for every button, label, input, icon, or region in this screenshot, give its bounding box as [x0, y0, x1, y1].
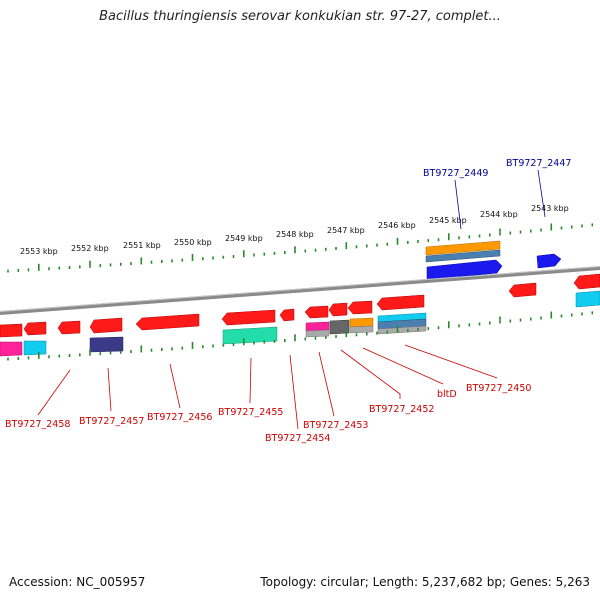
gene-red-edge-1[interactable]: [0, 323, 23, 338]
label-bt9727-2456[interactable]: BT9727_2456: [147, 412, 212, 423]
gene-red-2458b[interactable]: [57, 320, 81, 335]
lower-scale-ticks: [7, 311, 594, 361]
genome-backbone-highlight: [0, 266, 600, 312]
gene-red-right-edge[interactable]: [573, 273, 600, 290]
scale-label-2553: 2553 kbp: [20, 247, 58, 256]
leader-bt9727-2454: [289, 354, 299, 430]
gene-magenta-edge[interactable]: [0, 341, 23, 357]
gene-bt9727-2450-red[interactable]: [376, 294, 425, 311]
label-bt9727-2453[interactable]: BT9727_2453: [303, 420, 368, 431]
scale-label-2548: 2548 kbp: [276, 230, 314, 239]
gene-red-top-right[interactable]: [508, 282, 537, 298]
leader-bt9727-2456: [169, 363, 181, 409]
gene-bt9727-2457[interactable]: [89, 336, 124, 353]
label-bt9727-2452[interactable]: BT9727_2452: [369, 404, 434, 415]
scale-label-2549: 2549 kbp: [225, 234, 263, 243]
accession-info: Accession: NC_005957: [9, 575, 146, 589]
leader-bt9727-2453: [318, 351, 335, 417]
gene-bt9727-2449-orange[interactable]: [425, 240, 501, 256]
leader-bt9727-2457: [107, 367, 112, 412]
scale-label-2552: 2552 kbp: [71, 244, 109, 253]
genome-backbone: [0, 266, 600, 315]
gene-bt9727-2450-gray[interactable]: [377, 325, 427, 335]
scale-label-2544: 2544 kbp: [480, 210, 518, 219]
label-bltd[interactable]: bltD: [437, 389, 457, 400]
bottom-gene-labels: BT9727_2458 BT9727_2457 BT9727_2456 BT97…: [5, 383, 531, 444]
leader-bt9727-2458: [37, 369, 71, 416]
gene-bt9727-2453-gray[interactable]: [305, 329, 330, 338]
label-bt9727-2455[interactable]: BT9727_2455: [218, 407, 283, 418]
top-strand-genes: [425, 240, 562, 298]
bottom-strand-genes: [0, 273, 600, 357]
gene-bltd-red[interactable]: [347, 300, 373, 315]
gene-bt9727-2457-red[interactable]: [89, 317, 123, 334]
gene-bt9727-2449-steel[interactable]: [425, 249, 501, 263]
gene-bltd-gray[interactable]: [349, 325, 374, 334]
gene-bt9727-2447[interactable]: [536, 253, 562, 269]
map-title: Bacillus thuringiensis serovar konkukian…: [99, 9, 501, 24]
gene-bltd[interactable]: [349, 317, 374, 328]
leader-bt9727-2450: [404, 344, 498, 379]
top-gene-labels: BT9727_2449 BT9727_2447: [423, 158, 571, 179]
gene-cyan-2458[interactable]: [23, 340, 47, 356]
label-bt9727-2454[interactable]: BT9727_2454: [265, 433, 330, 444]
gene-bt9727-2455-red[interactable]: [221, 309, 276, 326]
label-bt9727-2457[interactable]: BT9727_2457: [79, 416, 144, 427]
label-bt9727-2447[interactable]: BT9727_2447: [506, 158, 571, 169]
gene-bt9727-2449[interactable]: [426, 259, 503, 281]
leader-bt9727-2449: [454, 179, 462, 230]
gene-bt9727-2453-magenta[interactable]: [305, 321, 330, 332]
gene-bt9727-2456[interactable]: [135, 313, 200, 331]
leader-bt9727-2455: [249, 357, 252, 404]
gene-cyan-right-edge[interactable]: [575, 290, 600, 308]
leader-bltd: [362, 347, 444, 385]
scale-label-2546: 2546 kbp: [378, 221, 416, 230]
gene-bt9727-2455[interactable]: [222, 326, 278, 345]
bottom-leader-lines: [37, 344, 498, 430]
leader-bt9727-2447: [537, 169, 546, 218]
scale-label-2543: 2543 kbp: [531, 204, 569, 213]
label-bt9727-2458[interactable]: BT9727_2458: [5, 419, 70, 430]
label-bt9727-2450[interactable]: BT9727_2450: [466, 383, 531, 394]
scale-label-2551: 2551 kbp: [123, 241, 161, 250]
gene-red-2458a[interactable]: [23, 321, 47, 336]
top-leader-lines: [454, 169, 546, 230]
upper-scale-ticks: [7, 223, 594, 273]
scale-label-2550: 2550 kbp: [174, 238, 212, 247]
gene-bt9727-2453-red[interactable]: [304, 305, 329, 319]
gene-bt9727-2454[interactable]: [279, 308, 295, 322]
gene-bt9727-2452[interactable]: [329, 319, 350, 335]
scale-labels: 2553 kbp 2552 kbp 2551 kbp 2550 kbp 2549…: [20, 204, 569, 256]
topology-info: Topology: circular; Length: 5,237,682 bp…: [260, 575, 590, 589]
gene-bt9727-2452-red[interactable]: [328, 302, 348, 317]
scale-label-2547: 2547 kbp: [327, 226, 365, 235]
scale-label-2545: 2545 kbp: [429, 216, 467, 225]
label-bt9727-2449[interactable]: BT9727_2449: [423, 168, 488, 179]
leader-bt9727-2452: [340, 349, 401, 399]
